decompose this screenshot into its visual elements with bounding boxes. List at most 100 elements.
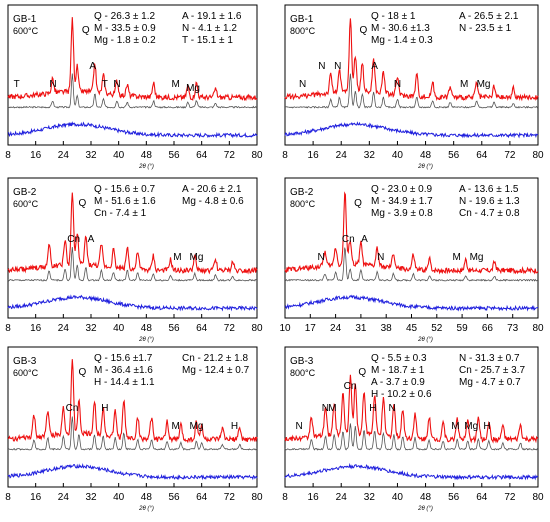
x-tick-label: 48 (141, 492, 153, 503)
reference-series-line (284, 423, 538, 451)
x-tick-label: 80 (532, 323, 544, 334)
composition-label: Cn - 4.7 ± 0.8 (459, 208, 520, 219)
phase-annotation: A (371, 61, 378, 72)
x-tick-label: 52 (431, 323, 443, 334)
composition-label: A - 13.6 ± 1.5 (459, 184, 519, 195)
phase-annotation: Mg (186, 83, 200, 94)
x-tick-label: 8 (5, 323, 11, 334)
temperature-label: 600°C (13, 368, 39, 378)
x-tick-label: 10 (279, 323, 291, 334)
composition-label: A - 3.7 ± 0.9 (371, 377, 425, 388)
x-tick-label: 24 (58, 323, 70, 334)
composition-label: M - 34.9 ± 1.7 (371, 196, 433, 207)
composition-label: M - 36.4 ±1.6 (94, 365, 153, 376)
phase-annotation: H (483, 421, 490, 432)
x-tick-label: 8 (5, 150, 11, 161)
sample-series-line (7, 17, 258, 102)
amorphous-series-line (284, 294, 539, 312)
x-tick-label: 32 (85, 150, 97, 161)
x-tick-label: 17 (305, 323, 317, 334)
x-tick-label: 24 (336, 150, 348, 161)
composition-label: Q - 26.3 ± 1.2 (94, 11, 156, 22)
x-tick-label: 24 (58, 492, 70, 503)
temperature-label: 800°C (290, 199, 316, 209)
x-tick-label: 32 (85, 492, 97, 503)
x-tick-label: 64 (476, 492, 488, 503)
phase-annotation: H (101, 403, 108, 414)
composition-label: Cn - 7.4 ± 1 (94, 208, 147, 219)
composition-label: Cn - 21.2 ± 1.8 (182, 353, 249, 364)
phase-annotation: N (389, 403, 396, 414)
x-tick-label: 56 (168, 492, 180, 503)
x-tick-label: 66 (482, 323, 494, 334)
composition-label: N - 31.3 ± 0.7 (459, 353, 520, 364)
panel-frame (7, 4, 258, 146)
x-tick-label: 72 (224, 492, 236, 503)
composition-label: N - 4.1 ± 1.2 (182, 23, 237, 34)
x-tick-label: 16 (308, 492, 320, 503)
x-tick-label: 64 (196, 150, 208, 161)
x-tick-label: 80 (251, 492, 263, 503)
amorphous-series-line (284, 462, 539, 481)
panel-frame (284, 4, 539, 146)
phase-annotation: N (299, 79, 306, 90)
composition-label: Mg - 4.8 ± 0.6 (182, 196, 244, 207)
x-tick-label: 56 (448, 150, 460, 161)
phase-annotation: M (173, 252, 181, 263)
x-axis-label: 2θ (°) (417, 337, 433, 343)
x-tick-label: 73 (507, 323, 519, 334)
x-tick-label: 59 (457, 323, 469, 334)
amorphous-series-line (284, 121, 539, 139)
phase-annotation: Mg (190, 421, 204, 432)
composition-label: H - 14.4 ± 1.1 (94, 377, 155, 388)
temperature-label: 600°C (13, 26, 39, 36)
x-tick-label: 32 (85, 323, 97, 334)
sample-title: GB-2 (13, 187, 37, 198)
phase-annotation: Cn (66, 403, 79, 414)
x-tick-label: 48 (141, 323, 153, 334)
x-tick-label: 40 (113, 323, 125, 334)
sample-title: GB-2 (290, 187, 314, 198)
composition-label: A - 19.1 ± 1.6 (182, 11, 242, 22)
composition-label: H - 10.2 ± 0.6 (371, 389, 432, 400)
composition-label: Cn - 25.7 ± 3.7 (459, 365, 526, 376)
temperature-label: 800°C (290, 368, 316, 378)
composition-label: Q - 15.6 ±1.7 (94, 353, 153, 364)
x-tick-label: 16 (30, 150, 42, 161)
phase-annotation: Q (78, 367, 86, 378)
temperature-label: 800°C (290, 26, 316, 36)
x-tick-label: 45 (406, 323, 418, 334)
amorphous-series-line (7, 294, 258, 312)
x-tick-label: 32 (364, 150, 376, 161)
composition-label: Mg - 1.4 ± 0.3 (371, 35, 433, 46)
composition-label: N - 19.6 ± 1.3 (459, 196, 520, 207)
phase-annotation: N (322, 403, 329, 414)
sample-series-line (284, 18, 539, 102)
composition-label: Mg - 1.8 ± 0.2 (94, 35, 156, 46)
phase-annotation: Q (359, 25, 367, 36)
x-tick-label: 64 (196, 492, 208, 503)
x-axis-label: 2θ (°) (138, 506, 154, 512)
reference-series-line (284, 73, 539, 109)
x-tick-label: 40 (113, 150, 125, 161)
sample-title: GB-3 (290, 356, 314, 367)
x-tick-label: 24 (58, 150, 70, 161)
phase-annotation: Mg (190, 252, 204, 263)
composition-label: M - 33.5 ± 0.9 (94, 23, 156, 34)
x-tick-label: 72 (224, 323, 236, 334)
phase-annotation: Cn (342, 234, 355, 245)
phase-annotation: N (318, 252, 325, 263)
phase-annotation: M (451, 421, 459, 432)
phase-annotation: A (89, 61, 96, 72)
reference-series-line (284, 247, 539, 282)
phase-annotation: T (14, 79, 20, 90)
x-axis-label: 2θ (°) (417, 164, 433, 170)
sample-series-line (7, 192, 258, 275)
phase-annotation: Q (358, 367, 366, 378)
x-tick-label: 80 (251, 323, 263, 334)
